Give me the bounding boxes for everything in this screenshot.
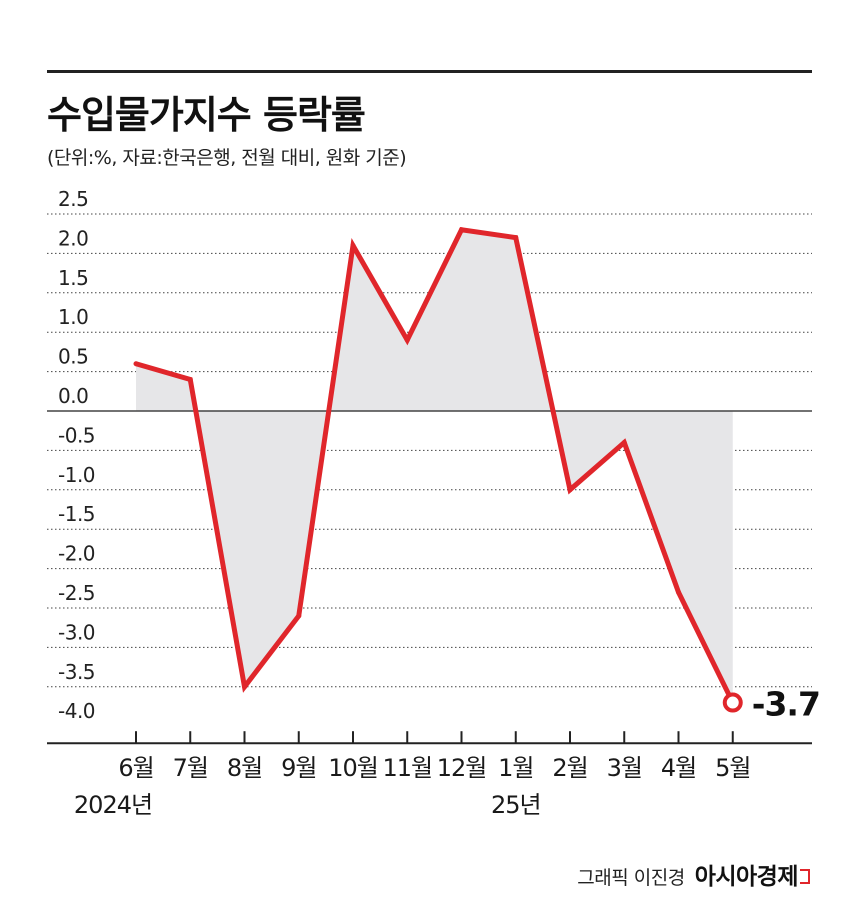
x-tick-label: 10월 [328,754,378,782]
area-fill [136,229,733,703]
x-tick-label: 7월 [173,754,208,782]
x-tick-label: 9월 [281,754,316,782]
x-tick-labels: 6월 7월 8월 9월 10월 11월 12월 1월 2월 3월 4월 5월 2024년 25년 [74,754,752,819]
y-tick-label: 1.5 [58,266,88,290]
last-value-label: -3.7 [752,685,820,724]
data-points [133,227,736,706]
data-point [133,361,139,367]
x-tick-label: 4월 [661,754,696,782]
data-point [513,235,519,241]
x-tick-label: 5월 [715,754,750,782]
y-tick-label: 1.0 [58,305,88,329]
credit-brand: 아시아경제 [695,857,810,891]
data-point [187,376,193,382]
y-tick-label: 0.0 [58,384,88,408]
data-point [242,684,247,690]
brand-mark-icon [800,869,810,884]
y-tick-label: -4.0 [58,699,95,723]
data-point [567,487,573,493]
year-label: 2024년 [74,791,152,819]
y-tick-label: 2.0 [58,226,88,250]
credit: 그래픽 이진경 아시아경제 [577,857,810,891]
top-rule [47,70,812,73]
y-tick-label: 2.5 [58,187,88,211]
y-tick-label: -1.0 [58,463,95,487]
data-point [621,440,627,446]
chart-title: 수입물가지수 등락률 [47,93,366,137]
data-point [459,227,464,233]
y-tick-label: -2.5 [58,581,95,605]
y-tick-label: -3.5 [58,660,95,684]
x-tick-label: 8월 [227,754,262,782]
year-label: 25년 [491,791,541,819]
x-tick-label: 11월 [382,754,432,782]
x-tick-label: 2월 [552,754,587,782]
chart-svg: 2.5 2.0 1.5 1.0 0.5 0.0 -0.5 -1.0 -1.5 -2.0 -2.5 -3… [47,187,821,819]
x-tick-label: 3월 [607,754,642,782]
data-point [676,589,681,595]
data-point [404,337,410,343]
data-point [350,243,356,249]
credit-author: 그래픽 이진경 [577,867,685,889]
y-tick-label: 0.5 [58,345,88,369]
y-tick-label: -2.0 [58,542,95,566]
y-tick-label: -0.5 [58,423,95,447]
x-tick-label: 6월 [118,754,153,782]
x-tick-label: 12월 [437,754,487,782]
y-tick-labels: 2.5 2.0 1.5 1.0 0.5 0.0 -0.5 -1.0 -1.5 -2.0 -2.5 -3… [58,187,96,723]
chart-subtitle: (단위:%, 자료:한국은행, 전월 대비, 원화 기준) [47,147,407,169]
last-value-marker [722,692,743,713]
y-tick-label: -1.5 [58,502,95,526]
x-tick-label: 1월 [498,754,533,782]
y-tick-label: -3.0 [58,620,95,644]
data-point [296,613,302,619]
x-ticks [135,731,734,744]
credit-brand-text: 아시아경제 [694,864,799,890]
series-line [135,227,735,704]
